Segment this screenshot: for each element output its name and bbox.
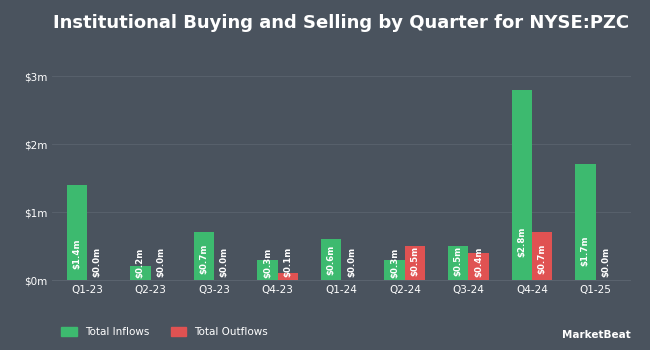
Text: $0.0m: $0.0m — [220, 247, 229, 277]
Text: $0.2m: $0.2m — [136, 248, 145, 278]
Text: MarketBeat: MarketBeat — [562, 329, 630, 340]
Text: $0.0m: $0.0m — [601, 247, 610, 277]
Text: $0.1m: $0.1m — [283, 247, 292, 277]
Text: $1.7m: $1.7m — [581, 236, 590, 266]
Text: $0.5m: $0.5m — [411, 246, 419, 276]
Text: $0.3m: $0.3m — [390, 247, 399, 278]
Text: $0.3m: $0.3m — [263, 247, 272, 278]
Bar — [278, 273, 298, 280]
Text: $2.8m: $2.8m — [517, 227, 526, 257]
Text: $1.4m: $1.4m — [72, 238, 81, 268]
Title: Institutional Buying and Selling by Quarter for NYSE:PZC: Institutional Buying and Selling by Quar… — [53, 14, 629, 32]
Bar — [321, 239, 341, 280]
Bar — [385, 260, 405, 280]
Text: $0.5m: $0.5m — [454, 246, 463, 276]
Text: $0.4m: $0.4m — [474, 246, 483, 277]
Bar — [469, 253, 489, 280]
Text: $0.7m: $0.7m — [200, 244, 209, 274]
Bar — [532, 232, 552, 280]
Text: $0.0m: $0.0m — [347, 247, 356, 277]
Bar — [257, 260, 278, 280]
Bar — [405, 246, 425, 280]
Text: $0.0m: $0.0m — [93, 247, 101, 277]
Bar — [130, 266, 151, 280]
Bar — [575, 164, 595, 280]
Legend: Total Inflows, Total Outflows: Total Inflows, Total Outflows — [57, 323, 272, 342]
Text: $0.0m: $0.0m — [156, 247, 165, 277]
Bar — [194, 232, 214, 280]
Bar — [448, 246, 469, 280]
Bar — [66, 185, 87, 280]
Text: $0.6m: $0.6m — [326, 245, 335, 275]
Bar — [512, 90, 532, 280]
Text: $0.7m: $0.7m — [538, 244, 547, 274]
